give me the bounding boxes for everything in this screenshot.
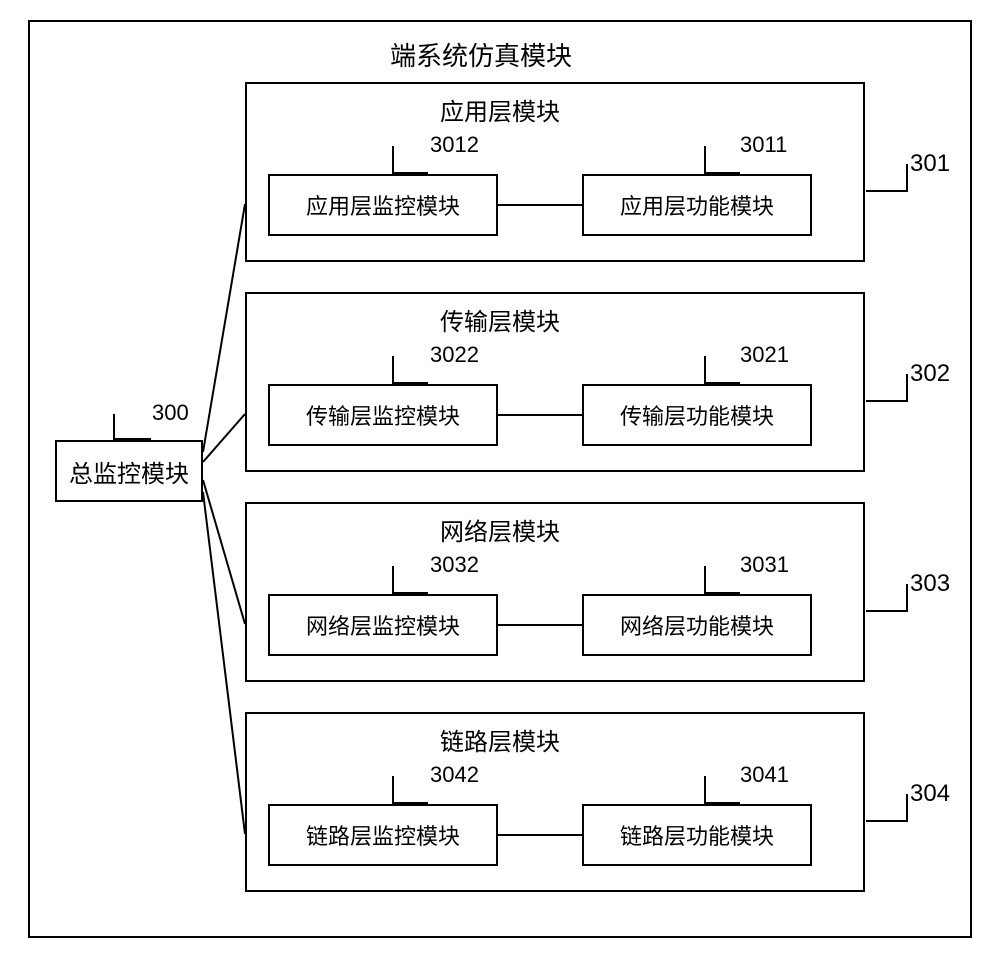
link-monitor-box: 链路层监控模块 xyxy=(268,804,498,866)
transport-function-number: 3021 xyxy=(740,342,789,368)
application-monitor-label: 应用层监控模块 xyxy=(306,189,460,221)
transport-function-label: 传输层功能模块 xyxy=(620,399,774,431)
transport-function-box: 传输层功能模块 xyxy=(582,384,812,446)
network-inner-connector xyxy=(498,624,582,626)
layer-application-title: 应用层模块 xyxy=(440,92,560,127)
transport-monitor-label: 传输层监控模块 xyxy=(306,399,460,431)
layer-application-number: 301 xyxy=(910,150,950,178)
link-function-label: 链路层功能模块 xyxy=(620,819,774,851)
network-function-hook xyxy=(704,566,740,594)
layer-link-hook xyxy=(866,794,908,822)
application-function-box: 应用层功能模块 xyxy=(582,174,812,236)
layer-transport-number: 302 xyxy=(910,360,950,388)
transport-monitor-number: 3022 xyxy=(430,342,479,368)
application-inner-connector xyxy=(498,204,582,206)
master-monitor-label: 总监控模块 xyxy=(69,454,189,489)
transport-monitor-hook xyxy=(392,356,428,384)
link-monitor-label: 链路层监控模块 xyxy=(306,819,460,851)
layer-network-number: 303 xyxy=(910,570,950,598)
layer-network-title: 网络层模块 xyxy=(440,512,560,547)
layer-network-hook xyxy=(866,584,908,612)
link-inner-connector xyxy=(498,834,582,836)
transport-function-hook xyxy=(704,356,740,384)
network-function-box: 网络层功能模块 xyxy=(582,594,812,656)
layer-transport-title: 传输层模块 xyxy=(440,302,560,337)
master-monitor-box: 总监控模块 xyxy=(55,440,203,502)
master-monitor-hook xyxy=(113,414,151,440)
layer-application-hook xyxy=(866,164,908,192)
application-function-number: 3011 xyxy=(740,132,787,158)
network-monitor-number: 3032 xyxy=(430,552,479,578)
layer-link-number: 304 xyxy=(910,780,950,808)
transport-monitor-box: 传输层监控模块 xyxy=(268,384,498,446)
link-monitor-number: 3042 xyxy=(430,762,479,788)
link-function-hook xyxy=(704,776,740,804)
application-function-hook xyxy=(704,146,740,174)
link-function-number: 3041 xyxy=(740,762,789,788)
application-monitor-hook xyxy=(392,146,428,174)
network-monitor-hook xyxy=(392,566,428,594)
link-monitor-hook xyxy=(392,776,428,804)
layer-transport-hook xyxy=(866,374,908,402)
layer-link-title: 链路层模块 xyxy=(440,722,560,757)
application-function-label: 应用层功能模块 xyxy=(620,189,774,221)
application-monitor-box: 应用层监控模块 xyxy=(268,174,498,236)
network-function-label: 网络层功能模块 xyxy=(620,609,774,641)
network-function-number: 3031 xyxy=(740,552,789,578)
transport-inner-connector xyxy=(498,414,582,416)
link-function-box: 链路层功能模块 xyxy=(582,804,812,866)
diagram-title: 端系统仿真模块 xyxy=(390,36,572,73)
master-monitor-number: 300 xyxy=(152,400,189,426)
application-monitor-number: 3012 xyxy=(430,132,479,158)
network-monitor-box: 网络层监控模块 xyxy=(268,594,498,656)
network-monitor-label: 网络层监控模块 xyxy=(306,609,460,641)
